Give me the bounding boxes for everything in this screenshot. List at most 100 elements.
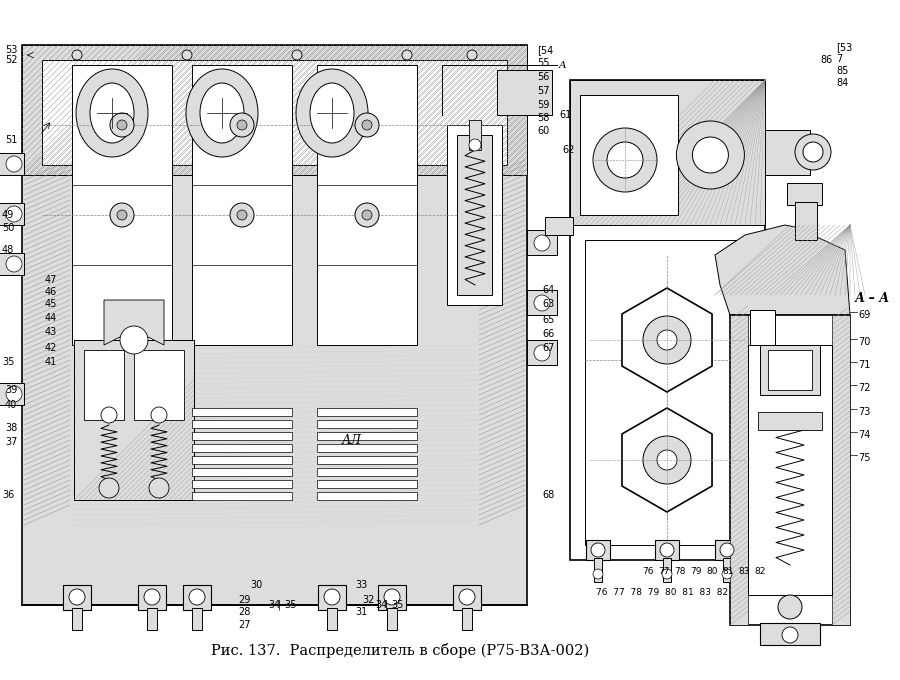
Text: 49: 49 (2, 210, 14, 220)
Bar (0, 253, 24, 275)
Circle shape (692, 137, 728, 173)
Circle shape (6, 386, 22, 402)
Circle shape (722, 569, 732, 579)
Text: 67: 67 (542, 343, 554, 353)
Bar (0, 153, 24, 175)
Circle shape (230, 203, 254, 227)
Polygon shape (104, 300, 164, 345)
Text: АЛ: АЛ (342, 434, 362, 447)
Circle shape (120, 326, 148, 354)
Bar (192, 408, 292, 416)
Bar (72, 608, 82, 630)
Text: 64: 64 (542, 285, 554, 295)
Circle shape (660, 543, 674, 557)
Text: 79: 79 (690, 568, 701, 577)
Bar (663, 558, 671, 582)
Circle shape (593, 569, 603, 579)
Bar (497, 70, 552, 115)
Bar (317, 492, 417, 500)
Text: A: A (559, 61, 566, 69)
Text: 42: 42 (45, 343, 58, 353)
Circle shape (534, 235, 550, 251)
Circle shape (778, 595, 802, 619)
Text: 70: 70 (858, 337, 870, 347)
Circle shape (591, 543, 605, 557)
Bar (545, 217, 573, 235)
Bar (0, 203, 24, 225)
Text: 35: 35 (391, 600, 403, 610)
Text: 73: 73 (858, 407, 870, 417)
Text: 52: 52 (5, 55, 17, 65)
Circle shape (117, 210, 127, 220)
Bar (74, 340, 194, 500)
Circle shape (101, 407, 117, 423)
Circle shape (643, 316, 691, 364)
Text: 78: 78 (674, 568, 686, 577)
Text: 85: 85 (836, 66, 849, 76)
Text: 30: 30 (250, 580, 262, 590)
Circle shape (237, 210, 247, 220)
Text: 74: 74 (858, 430, 870, 440)
Text: 53: 53 (5, 45, 17, 55)
Circle shape (149, 478, 169, 498)
Text: 33: 33 (355, 580, 367, 590)
Bar (570, 80, 765, 560)
Bar (72, 65, 172, 345)
Bar (760, 623, 820, 645)
Circle shape (144, 589, 160, 605)
Circle shape (657, 330, 677, 350)
Bar (317, 456, 417, 464)
Text: 60: 60 (537, 126, 549, 136)
Text: 34: 34 (375, 600, 387, 610)
Text: 41: 41 (45, 357, 58, 367)
Circle shape (292, 50, 302, 60)
Bar (765, 130, 810, 175)
Text: 44: 44 (45, 313, 58, 323)
Ellipse shape (296, 69, 368, 157)
Ellipse shape (76, 69, 148, 157)
Bar (570, 80, 765, 225)
Text: 59: 59 (537, 100, 549, 110)
Bar (580, 95, 678, 215)
Circle shape (384, 589, 400, 605)
Bar (378, 585, 406, 610)
Bar (715, 540, 739, 560)
Text: 40: 40 (5, 400, 17, 410)
Text: А – А: А – А (855, 292, 890, 305)
Bar (655, 540, 679, 560)
Bar (462, 608, 472, 630)
Text: 7: 7 (836, 54, 842, 64)
Bar (317, 480, 417, 488)
Circle shape (469, 139, 481, 151)
Ellipse shape (200, 83, 244, 143)
Bar (586, 540, 610, 560)
Bar (63, 585, 91, 610)
Circle shape (720, 543, 734, 557)
Text: 81: 81 (722, 568, 734, 577)
Text: 68: 68 (542, 490, 554, 500)
Bar (447, 125, 502, 305)
Text: |: | (385, 600, 388, 610)
Circle shape (230, 113, 254, 137)
Bar (318, 585, 346, 610)
Text: 29: 29 (238, 595, 250, 605)
Bar (317, 468, 417, 476)
Circle shape (355, 203, 379, 227)
Text: 61: 61 (559, 110, 572, 120)
Bar (138, 585, 166, 610)
Text: 76  77  78  79  80  81  83  82: 76 77 78 79 80 81 83 82 (596, 588, 728, 597)
Ellipse shape (310, 83, 354, 143)
Circle shape (6, 256, 22, 272)
Bar (527, 340, 557, 365)
Bar (192, 432, 292, 440)
Bar (134, 350, 184, 420)
Bar (22, 45, 527, 605)
Text: 58: 58 (537, 113, 549, 123)
Bar (730, 315, 850, 625)
Circle shape (72, 50, 82, 60)
Circle shape (362, 120, 372, 130)
Circle shape (534, 295, 550, 311)
Circle shape (151, 407, 167, 423)
Text: 71: 71 (858, 360, 870, 370)
Bar (585, 240, 750, 545)
